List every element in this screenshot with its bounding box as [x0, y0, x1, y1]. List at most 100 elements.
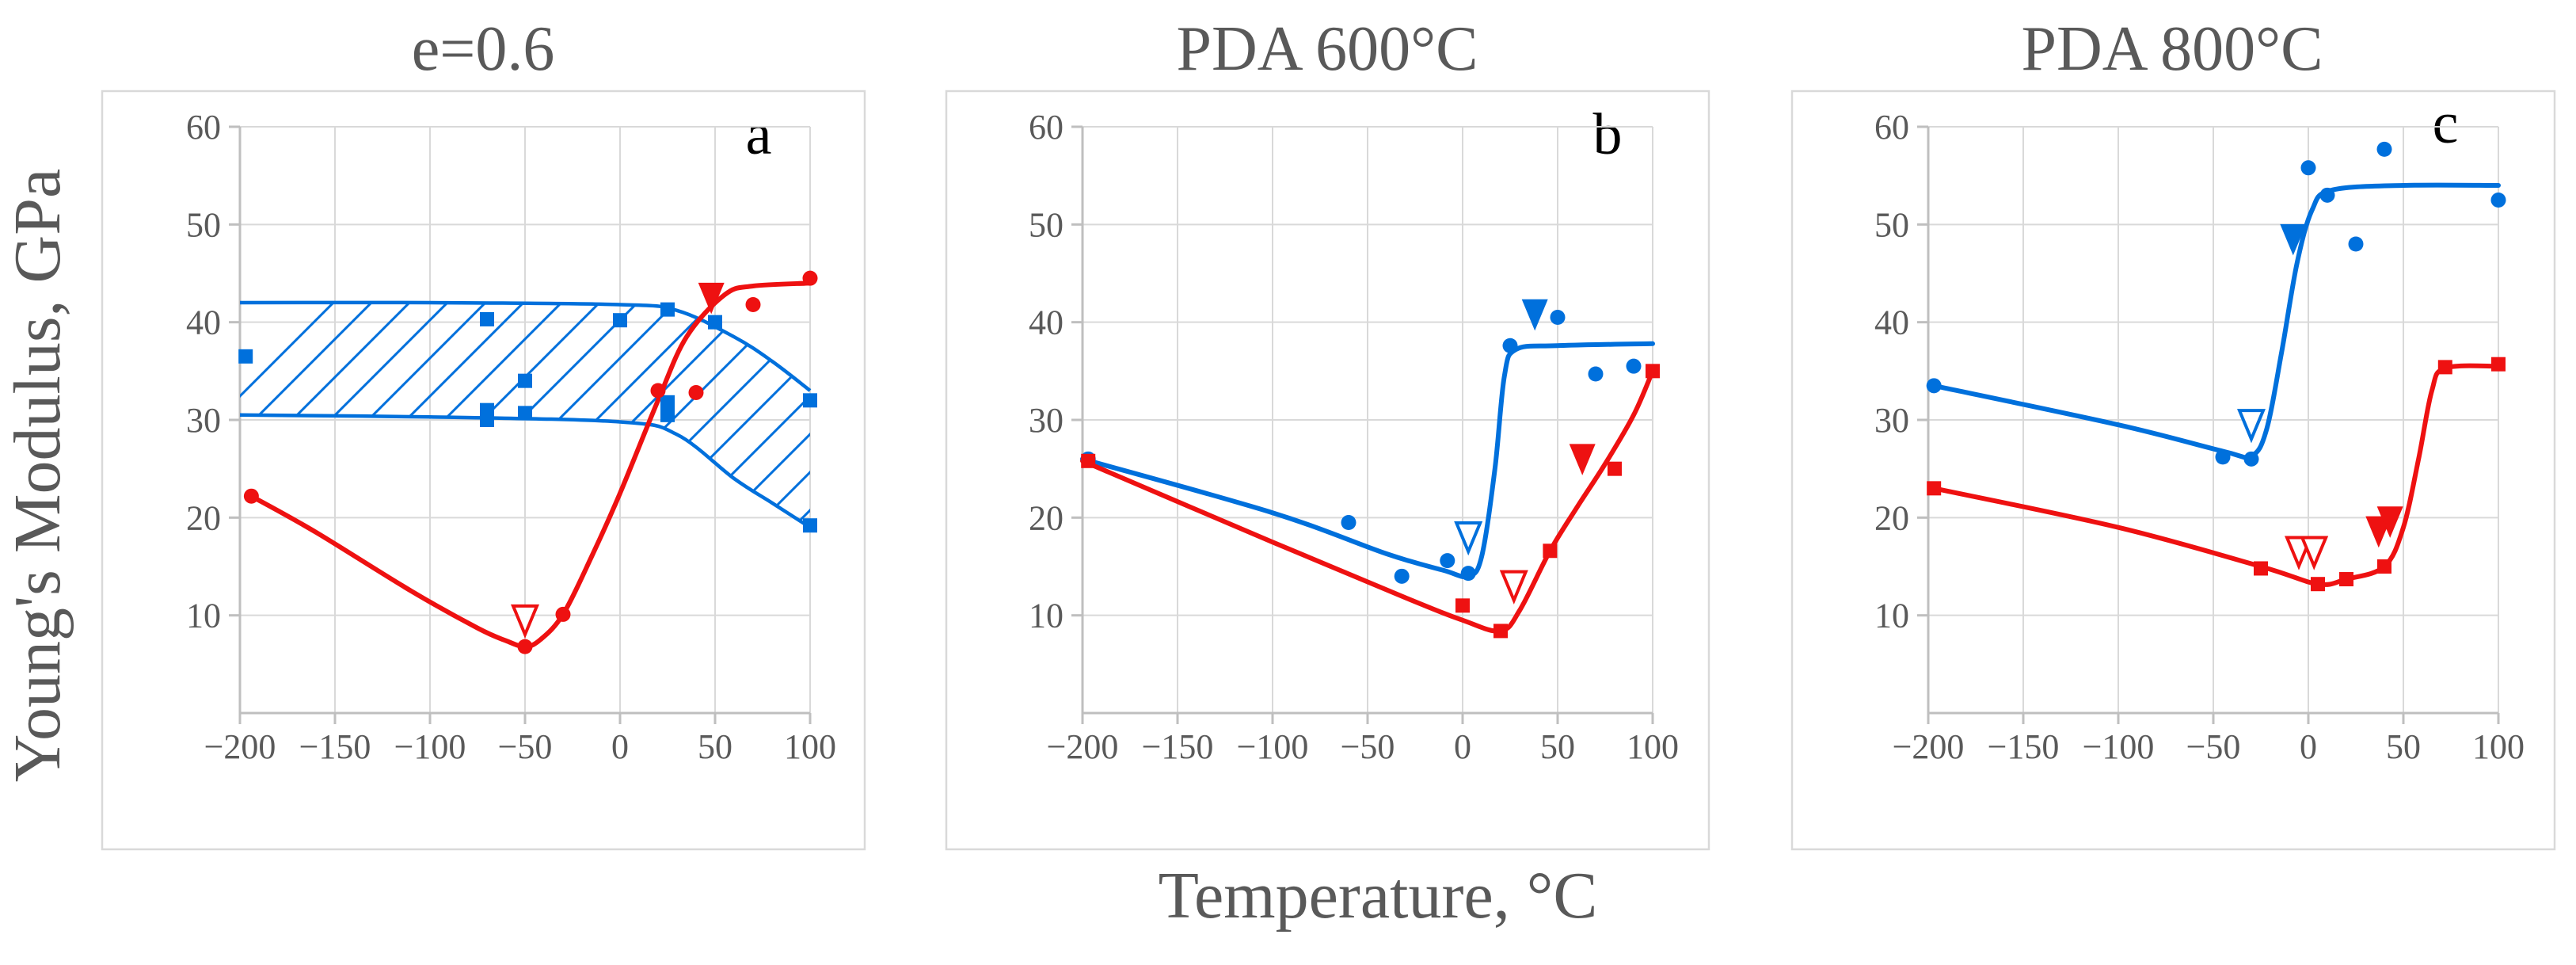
filled-red-triangle-marker	[2376, 506, 2403, 538]
tick-labels: −200 −150 −100 −50 0 50 100 10 20 30 40 50 60	[1874, 108, 2525, 766]
blue-circle-point	[1926, 378, 1942, 394]
x-tick-label: −200	[1047, 727, 1119, 766]
blue-circle-point	[1394, 568, 1410, 584]
panel-letter: a	[746, 102, 772, 167]
hatch-line	[416, 302, 810, 528]
gridlines	[1071, 125, 1654, 724]
x-tick-label: −100	[394, 727, 466, 766]
blue-fit-curve	[1931, 182, 2501, 460]
x-tick-label: −50	[2186, 727, 2241, 766]
data-points	[238, 270, 818, 654]
blue-fit-curve	[1080, 341, 1655, 580]
red-circle-point	[555, 606, 571, 622]
panel-title: PDA 600°C	[1177, 14, 1478, 84]
x-tick-label: 100	[1627, 727, 1679, 766]
x-tick-label: −50	[1341, 727, 1395, 766]
fit-curves	[1931, 182, 2501, 587]
blue-circle-point	[2300, 160, 2316, 176]
x-tick-label: −100	[1237, 727, 1309, 766]
red-square-point	[1543, 544, 1558, 559]
x-tick-label: 0	[611, 727, 629, 766]
open-red-triangle-marker	[511, 604, 539, 639]
y-tick-label: 60	[1874, 108, 1909, 147]
blue-circle-point	[2348, 236, 2364, 252]
panel-letter: b	[1593, 102, 1623, 167]
red-square-point	[1927, 481, 1942, 496]
y-tick-label: 40	[1874, 303, 1909, 342]
x-tick-label: 100	[2472, 727, 2525, 766]
blue-circle-point	[2243, 451, 2259, 467]
blue-square-point	[480, 311, 494, 326]
red-circle-point	[802, 270, 818, 286]
filled-red-triangle-marker	[698, 282, 725, 315]
red-square-point	[1608, 461, 1622, 476]
red-square-point	[1493, 624, 1508, 639]
y-axis-label: Young's Modulus, GPa	[1, 169, 74, 782]
red-square-point	[2491, 357, 2506, 372]
tick-labels: −200 −150 −100 −50 0 50 100 10 20 30 40 50 60	[1029, 108, 1679, 766]
red-square-point	[2437, 360, 2452, 375]
y-tick-label: 60	[1029, 108, 1064, 147]
blue-circle-point	[2490, 193, 2506, 208]
y-tick-label: 50	[1029, 205, 1064, 244]
tick-labels: −200 −150 −100 −50 0 50 100 10 20 30 40 50 60	[186, 108, 836, 766]
y-tick-label: 50	[186, 205, 221, 244]
blue-square-point	[660, 407, 675, 422]
blue-square-point	[613, 313, 627, 328]
panel-frame	[945, 90, 1710, 851]
red-fit-curve	[1080, 368, 1655, 634]
red-fit-curve	[1931, 363, 2501, 587]
blue-square-point	[708, 315, 722, 330]
panel-frame	[101, 90, 866, 851]
band-upper-edge	[239, 300, 812, 392]
red-square-point	[1081, 453, 1096, 468]
x-tick-label: −200	[1893, 727, 1965, 766]
hatch-line	[340, 302, 810, 528]
x-tick-label: −50	[498, 727, 553, 766]
x-tick-label: −150	[1142, 727, 1214, 766]
data-points	[1080, 310, 1660, 639]
transition-markers	[511, 282, 725, 639]
hatch-line	[454, 302, 810, 528]
y-tick-label: 10	[186, 597, 221, 635]
blue-square-point	[238, 349, 253, 364]
red-square-point	[1455, 598, 1470, 613]
red-square-point	[2311, 577, 2325, 592]
x-tick-label: 50	[698, 727, 732, 766]
blue-square-point	[803, 518, 817, 533]
y-tick-label: 10	[1874, 597, 1909, 635]
panel-letter: c	[2433, 91, 2459, 156]
y-tick-label: 30	[1874, 401, 1909, 440]
y-tick-label: 60	[186, 108, 221, 147]
x-tick-label: 50	[1540, 727, 1575, 766]
blue-square-point	[660, 302, 675, 317]
y-tick-label: 10	[1029, 597, 1064, 635]
red-square-point	[2339, 572, 2353, 587]
open-red-triangle-marker	[1499, 570, 1528, 605]
red-circle-point	[650, 383, 666, 399]
blue-circle-point	[1440, 553, 1455, 569]
blue-circle-point	[2215, 449, 2231, 465]
blue-circle-point	[1341, 515, 1356, 530]
y-tick-label: 20	[1029, 498, 1064, 537]
hatch-line	[492, 302, 810, 528]
panel-c: PDA 800°C c −200 −150 −100 −50 0 50 100 10 20 30 4…	[1790, 14, 2556, 851]
x-axis-label: Temperature, °C	[1159, 859, 1598, 933]
x-tick-label: 0	[1454, 727, 1471, 766]
open-red-triangle-marker	[2300, 536, 2329, 570]
x-tick-label: 100	[784, 727, 836, 766]
filled-blue-triangle-marker	[2280, 223, 2307, 256]
x-tick-label: −150	[299, 727, 371, 766]
transition-markers	[1454, 299, 1596, 605]
red-circle-point	[745, 296, 761, 312]
gridlines	[1917, 125, 2500, 724]
x-tick-label: 50	[2386, 727, 2421, 766]
y-tick-label: 40	[1029, 303, 1064, 342]
data-points	[1926, 141, 2506, 592]
blue-square-point	[660, 395, 675, 410]
blue-circle-point	[1502, 338, 1518, 353]
x-tick-label: 0	[2300, 727, 2317, 766]
red-square-point	[1646, 364, 1660, 379]
y-tick-label: 30	[186, 401, 221, 440]
panel-frame	[1790, 90, 2556, 851]
